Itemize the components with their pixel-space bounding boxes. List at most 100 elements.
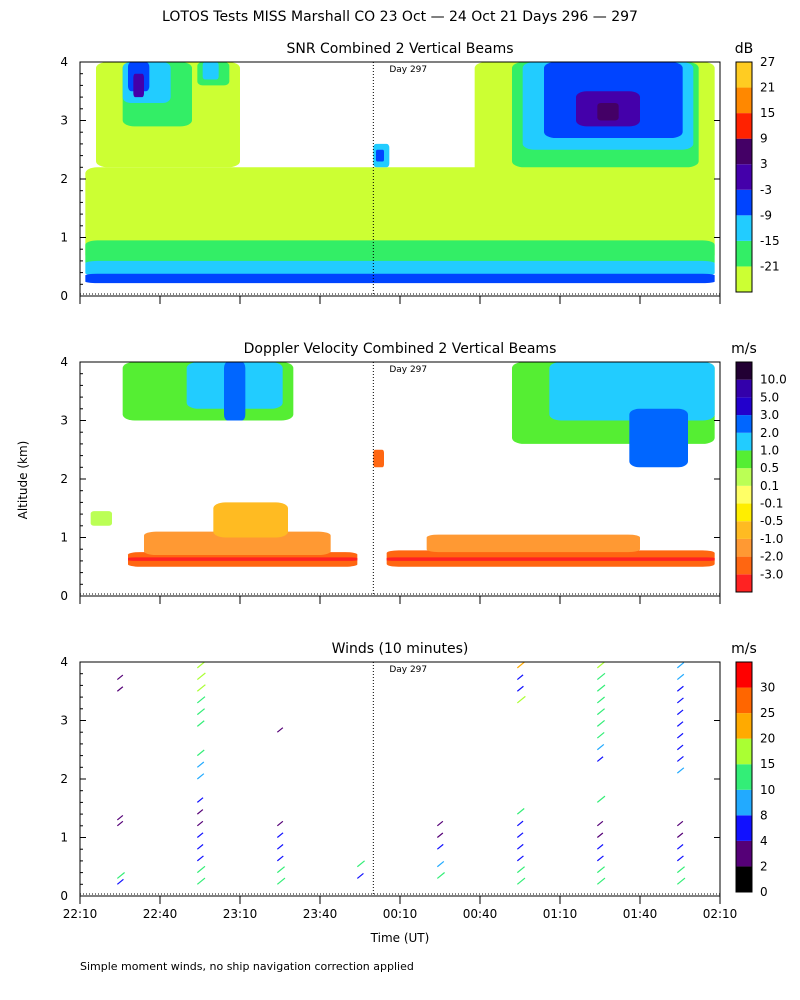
- heatmap-cell: [133, 73, 144, 98]
- colorbar-label: 21: [760, 81, 775, 95]
- colorbar-swatch: [736, 713, 752, 739]
- wind-barb: [596, 844, 604, 850]
- heatmap-cell: [144, 531, 331, 556]
- colorbar-label: 27: [760, 55, 775, 69]
- y-tick-label: 2: [60, 772, 68, 786]
- colorbar-swatch: [736, 397, 752, 416]
- colorbar-swatch: [736, 266, 752, 292]
- wind-barb: [676, 820, 684, 827]
- wind-barb: [596, 731, 605, 739]
- y-tick-label: 1: [60, 831, 68, 845]
- heatmap-cell: [426, 534, 640, 553]
- colorbar-label: 25: [760, 706, 775, 720]
- colorbar-label: -21: [760, 259, 780, 273]
- wind-barb: [196, 696, 206, 704]
- colorbar-swatch: [736, 662, 752, 688]
- x-axis-label: Time (UT): [370, 931, 430, 945]
- heatmap-cell: [549, 362, 715, 421]
- colorbar-unit: m/s: [731, 341, 757, 357]
- colorbar-frame: [735, 61, 753, 293]
- wind-barb: [196, 855, 204, 862]
- colorbar-swatch: [736, 485, 752, 504]
- colorbar-swatch: [736, 189, 752, 216]
- colorbar-label: -0.5: [760, 514, 783, 528]
- wind-barb: [676, 673, 685, 681]
- colorbar-swatch: [736, 432, 752, 451]
- day-marker-label: Day 297: [389, 365, 427, 375]
- colorbar-swatch: [736, 789, 752, 816]
- footnote: Simple moment winds, no ship navigation …: [80, 960, 414, 973]
- wind-barb: [356, 872, 364, 879]
- colorbar-frame: [735, 661, 753, 893]
- colorbar-swatch: [736, 574, 752, 592]
- x-tick-label: 22:40: [143, 907, 178, 921]
- winds-panel: Winds (10 minutes) Day 297 0 1 2 3 4 22:10 22:40…: [60, 641, 775, 921]
- panel-title: SNR Combined 2 Vertical Beams: [286, 41, 513, 57]
- wind-barb: [516, 820, 524, 827]
- snr-panel: SNR Combined 2 Vertical Beams Day 297 0 1 2 3…: [60, 41, 780, 304]
- wind-barb: [116, 674, 124, 681]
- heatmap-cell: [202, 62, 219, 80]
- colorbar-swatch: [736, 138, 752, 165]
- colorbar-swatch: [736, 538, 752, 557]
- colorbar-swatch: [736, 687, 752, 714]
- wind-barb: [516, 674, 524, 681]
- wind-barb: [676, 732, 684, 739]
- colorbar-label: -3.0: [760, 567, 783, 581]
- day-marker-label: Day 297: [389, 65, 427, 75]
- colorbar-unit: dB: [735, 41, 754, 57]
- wind-barb: [196, 749, 205, 757]
- wind-barb: [676, 721, 684, 727]
- panel-title: Winds (10 minutes): [332, 641, 469, 657]
- colorbar-label: 10.0: [760, 373, 787, 387]
- wind-barb: [276, 855, 284, 862]
- wind-barb: [596, 672, 606, 681]
- colorbar-swatch: [736, 164, 752, 190]
- colorbar-swatch: [736, 866, 752, 892]
- heatmap-cell: [597, 102, 619, 121]
- y-tick-label: 4: [60, 655, 68, 669]
- wind-barb: [676, 744, 684, 751]
- wind-barb: [516, 808, 525, 815]
- colorbar-label: 0.5: [760, 461, 779, 475]
- colorbar-label: 0.1: [760, 479, 779, 493]
- y-tick-label: 3: [60, 414, 68, 428]
- wind-barb: [196, 672, 206, 681]
- heatmap-cell: [213, 502, 288, 538]
- colorbar-label: 2: [760, 859, 768, 873]
- colorbar-swatch: [736, 815, 752, 841]
- colorbar-swatch: [736, 113, 752, 139]
- wind-barb: [516, 843, 524, 850]
- wind-barb: [676, 877, 686, 885]
- colorbar-label: 4: [760, 834, 768, 848]
- colorbar-swatch: [736, 379, 752, 398]
- wind-barb: [116, 686, 124, 692]
- heatmap-cell: [386, 557, 715, 561]
- wind-barb: [676, 685, 684, 692]
- wind-barb: [676, 866, 685, 874]
- wind-barb: [196, 708, 205, 716]
- y-tick-label: 0: [60, 889, 68, 903]
- y-tick-label: 3: [60, 114, 68, 128]
- wind-barb: [276, 866, 285, 874]
- wind-barb: [676, 755, 684, 762]
- wind-barb: [196, 877, 206, 885]
- wind-barb: [116, 820, 124, 827]
- y-tick-label: 4: [60, 55, 68, 69]
- heatmap-cell: [376, 149, 384, 162]
- colorbar-unit: m/s: [731, 641, 757, 657]
- plot-area: [116, 662, 686, 885]
- colorbar-label: 15: [760, 757, 775, 771]
- wind-barb: [116, 872, 125, 879]
- plot-area: [85, 62, 715, 284]
- heatmap-cell: [224, 362, 246, 421]
- wind-barb: [596, 832, 604, 838]
- colorbar-swatch: [736, 215, 752, 241]
- colorbar-swatch: [736, 62, 752, 88]
- panel-title: Doppler Velocity Combined 2 Vertical Bea…: [244, 341, 557, 357]
- wind-barb: [596, 743, 605, 751]
- y-tick-label: 1: [60, 531, 68, 545]
- colorbar-label: -2.0: [760, 550, 783, 564]
- colorbar-swatch: [736, 87, 752, 114]
